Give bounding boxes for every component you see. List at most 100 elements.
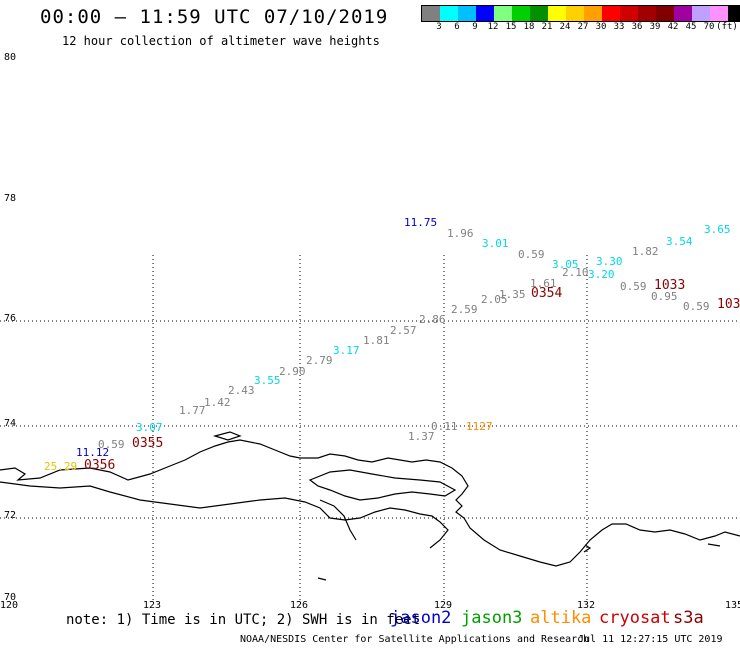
page-title: 00:00 – 11:59 UTC 07/10/2019 xyxy=(40,6,389,28)
lon-label: 129 xyxy=(434,600,453,611)
wave-height-label: 2.10 xyxy=(562,266,589,279)
scale-label: 21 xyxy=(541,22,553,32)
wave-height-label: 1.42 xyxy=(204,396,231,409)
scale-label: 6 xyxy=(454,22,460,32)
scale-label: 24 xyxy=(559,22,571,32)
scale-swatch-17 xyxy=(728,6,740,21)
scale-swatch-2 xyxy=(458,6,476,21)
wave-height-label: 3.55 xyxy=(254,374,281,387)
wave-height-label: 2.86 xyxy=(419,313,446,326)
satellite-altika: altika xyxy=(530,608,592,628)
wave-height-label: 0.11 xyxy=(431,420,458,433)
scale-swatch-16 xyxy=(710,6,728,21)
satellite-cryosat: cryosat xyxy=(599,608,671,628)
scale-swatch-8 xyxy=(566,6,584,21)
pass-time-label: 0355 xyxy=(132,436,164,451)
footer-note: note: 1) Time is in UTC; 2) SWH is in fe… xyxy=(66,612,421,628)
scale-swatch-4 xyxy=(494,6,512,21)
wave-height-label: 1.37 xyxy=(408,430,435,443)
scale-label: 36 xyxy=(631,22,643,32)
color-scale-bar xyxy=(421,5,740,22)
wave-height-label: 1.81 xyxy=(363,334,390,347)
scale-swatch-10 xyxy=(602,6,620,21)
wave-height-label: 0.59 xyxy=(620,280,647,293)
wave-height-label: 2.79 xyxy=(306,354,333,367)
lat-label: 80 xyxy=(4,52,17,63)
page-subtitle: 12 hour collection of altimeter wave hei… xyxy=(62,34,380,48)
wave-height-label: 1.35 xyxy=(499,288,526,301)
lon-label: 132 xyxy=(577,600,596,611)
wave-height-label: 3.54 xyxy=(666,235,693,248)
scale-label: 39 xyxy=(649,22,661,32)
lon-label: 126 xyxy=(290,600,309,611)
scale-label: 70 xyxy=(703,22,715,32)
scale-swatch-12 xyxy=(638,6,656,21)
wave-height-label: 2.43 xyxy=(228,384,255,397)
scale-swatch-0 xyxy=(422,6,440,21)
wave-height-label: 3.01 xyxy=(482,237,509,250)
wave-height-label: 1.82 xyxy=(632,245,659,258)
lat-label: 78 xyxy=(4,193,17,204)
wave-height-label: 2.57 xyxy=(390,324,417,337)
scale-swatch-7 xyxy=(548,6,566,21)
wave-height-label: 3.05 xyxy=(552,258,579,271)
wave-height-label: 11.12 xyxy=(76,446,110,459)
scale-label: 9 xyxy=(472,22,478,32)
pass-time-label: 0356 xyxy=(84,458,116,473)
wave-height-label: 3.20 xyxy=(588,268,615,281)
scale-swatch-6 xyxy=(530,6,548,21)
wave-height-label: 1.96 xyxy=(447,227,474,240)
pass-time-label: 0354 xyxy=(531,286,563,301)
wave-height-label: 3.07 xyxy=(136,421,163,434)
wave-height-label: 1127 xyxy=(466,420,493,433)
lat-label: 72 xyxy=(4,510,17,521)
lon-label: 123 xyxy=(143,600,162,611)
scale-label: 27 xyxy=(577,22,589,32)
scale-label: 15 xyxy=(505,22,517,32)
lat-label: 74 xyxy=(4,418,17,429)
wave-height-label: 1.77 xyxy=(179,404,206,417)
wave-height-label: 2.59 xyxy=(451,303,478,316)
scale-swatch-3 xyxy=(476,6,494,21)
scale-swatch-15 xyxy=(692,6,710,21)
wave-height-label: 25.29 xyxy=(44,460,78,473)
credit-line: NOAA/NESDIS Center for Satellite Applica… xyxy=(240,634,590,645)
wave-height-label: 0.59 xyxy=(518,248,545,261)
scale-label: (ft) xyxy=(716,22,738,32)
scale-swatch-11 xyxy=(620,6,638,21)
wave-height-label: 3.30 xyxy=(596,255,623,268)
scale-label: 18 xyxy=(523,22,535,32)
scale-swatch-1 xyxy=(440,6,458,21)
scale-label: 33 xyxy=(613,22,625,32)
wave-height-label: 11.75 xyxy=(404,216,438,229)
pass-time-label: 103 xyxy=(717,297,740,312)
scale-label: 30 xyxy=(595,22,607,32)
wave-height-label: 3.17 xyxy=(333,344,360,357)
scale-swatch-13 xyxy=(656,6,674,21)
scale-swatch-5 xyxy=(512,6,530,21)
scale-swatch-9 xyxy=(584,6,602,21)
generation-timestamp: Jul 11 12:27:15 UTC 2019 xyxy=(578,634,723,645)
satellite-jason3: jason3 xyxy=(461,608,523,628)
wave-height-label: 3.65 xyxy=(704,223,731,236)
lon-label: 135 xyxy=(725,600,740,611)
scale-label: 12 xyxy=(487,22,499,32)
wave-height-label: 0.95 xyxy=(651,290,678,303)
lat-label: 76 xyxy=(4,313,17,324)
wave-height-label: 0.59 xyxy=(98,438,125,451)
wave-height-label: 1.61 xyxy=(530,277,557,290)
wave-height-label: 2.05 xyxy=(481,293,508,306)
lon-label: 120 xyxy=(0,600,19,611)
satellite-jason2: jason2 xyxy=(390,608,452,628)
pass-time-label: 1033 xyxy=(654,278,686,293)
wave-height-label: 0.59 xyxy=(683,300,710,313)
scale-label: 45 xyxy=(685,22,697,32)
wave-height-label: 2.90 xyxy=(279,365,306,378)
scale-label: 42 xyxy=(667,22,679,32)
graticule-grid xyxy=(0,255,740,600)
map-panel xyxy=(0,255,740,600)
satellite-s3a: s3a xyxy=(673,608,704,628)
coastline xyxy=(0,431,740,581)
scale-swatch-14 xyxy=(674,6,692,21)
lat-label: 70 xyxy=(4,592,17,603)
